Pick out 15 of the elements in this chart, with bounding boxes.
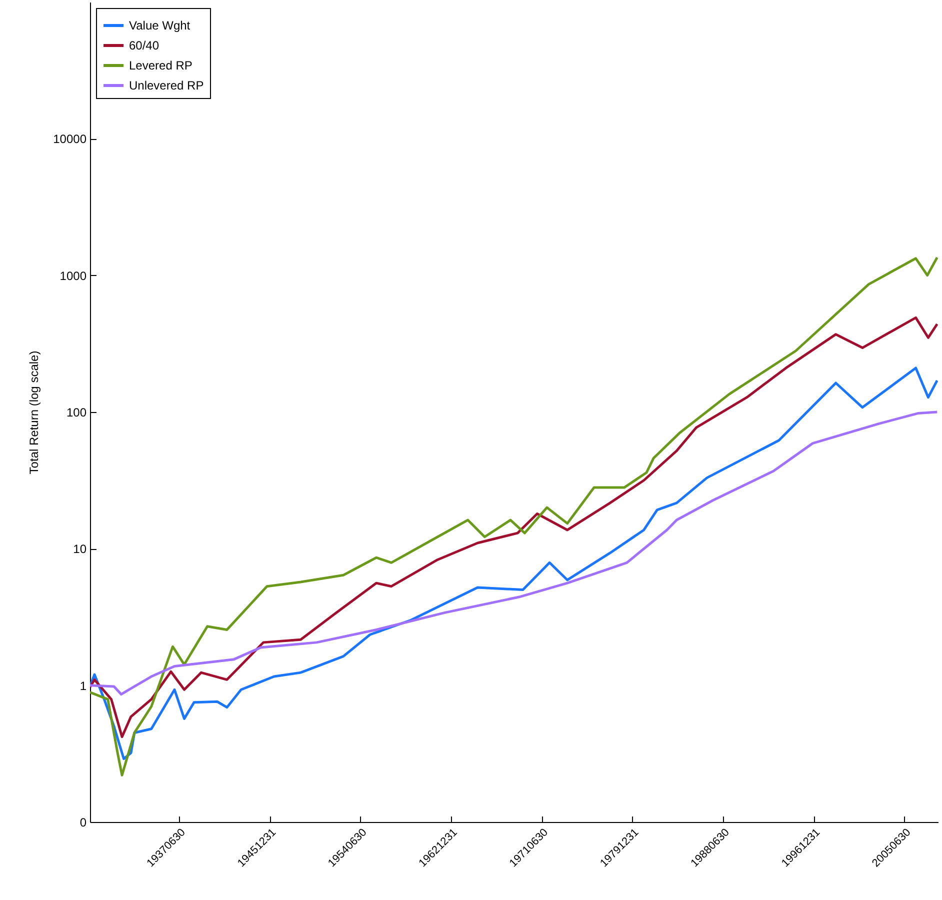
y-tick-label: 1 bbox=[80, 678, 87, 693]
y-axis-title: Total Return (log scale) bbox=[27, 350, 42, 474]
y-tick-label: 10 bbox=[73, 542, 87, 556]
legend-label: Unlevered RP bbox=[129, 78, 204, 92]
legend-label: Value Wght bbox=[129, 18, 191, 32]
line-series bbox=[90, 316, 938, 738]
y-tick-label: 1000 bbox=[60, 268, 87, 283]
y-tick-label: 0 bbox=[80, 816, 87, 830]
y-tick-label: 10000 bbox=[53, 132, 87, 146]
y-tick-label: 100 bbox=[66, 406, 87, 420]
legend-label: 60/40 bbox=[129, 38, 160, 52]
line-series bbox=[90, 256, 938, 776]
legend-label: Levered RP bbox=[129, 58, 192, 72]
line-series bbox=[90, 410, 938, 696]
line-series bbox=[90, 366, 938, 760]
